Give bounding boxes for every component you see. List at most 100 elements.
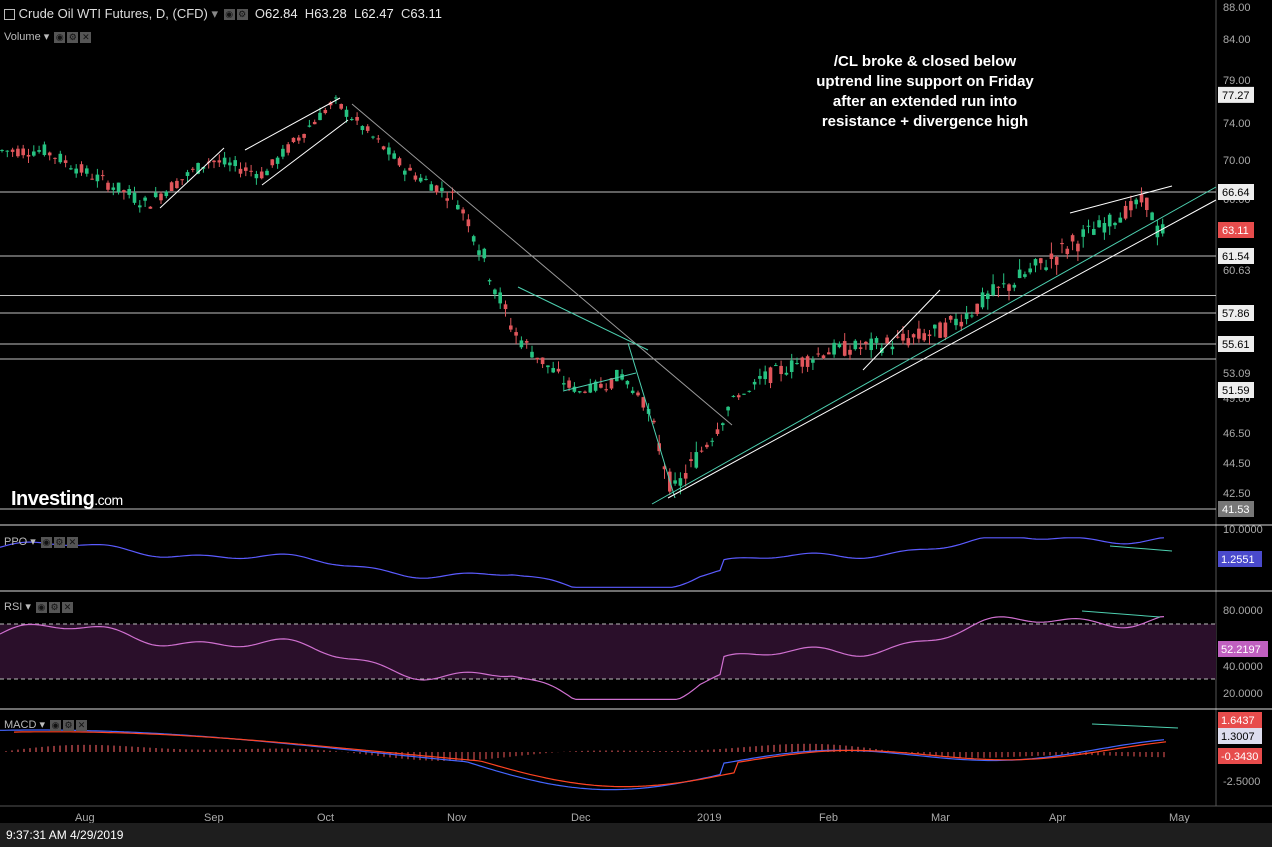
candle-body xyxy=(339,104,343,109)
eye-icon[interactable]: ◉ xyxy=(50,719,62,731)
candle-body xyxy=(344,109,349,117)
x-tick-label: Feb xyxy=(819,812,838,824)
x-tick-label: Oct xyxy=(317,812,334,824)
close-icon[interactable]: ✕ xyxy=(80,31,92,43)
candle-body xyxy=(32,151,36,156)
x-tick-label: Aug xyxy=(75,812,95,824)
gear-icon[interactable]: ⚙ xyxy=(63,719,75,731)
gear-icon[interactable]: ⚙ xyxy=(67,31,79,43)
trend-line xyxy=(261,119,349,186)
volume-label: Volume xyxy=(4,31,41,43)
candle-body xyxy=(789,360,794,372)
candle-body xyxy=(180,179,184,181)
candle-body xyxy=(747,390,752,392)
candle-body xyxy=(90,178,94,180)
annotation-line: after an extended run into xyxy=(832,93,1018,110)
ppo-tick: 10.0000 xyxy=(1223,524,1263,536)
candle-body xyxy=(217,160,222,163)
ppo-label: PPO xyxy=(4,536,28,548)
candle-body xyxy=(424,178,428,180)
candle-body xyxy=(302,133,306,138)
candle-body xyxy=(694,452,699,468)
candle-body xyxy=(731,395,736,397)
low-prefix: L xyxy=(353,6,362,21)
price-flag-label: 55.61 xyxy=(1222,339,1250,351)
symbol-title[interactable]: Crude Oil WTI Futures, D, (CFD) xyxy=(18,6,208,21)
trend-line xyxy=(351,103,733,426)
candle-body xyxy=(811,359,815,363)
candle-body xyxy=(418,177,423,182)
candle-body xyxy=(360,126,365,131)
eye-icon[interactable]: ◉ xyxy=(54,31,66,43)
eye-icon[interactable]: ◉ xyxy=(35,601,47,613)
gear-icon[interactable]: ⚙ xyxy=(53,536,65,548)
gear-icon[interactable]: ⚙ xyxy=(236,9,248,21)
collapse-icon[interactable] xyxy=(4,9,15,21)
candle-body xyxy=(5,150,10,152)
ppo-legend[interactable]: PPO ▾ ◉ ⚙ ✕ xyxy=(4,536,78,548)
divergence-line xyxy=(1091,723,1179,729)
candle-body xyxy=(318,112,322,121)
candle-body xyxy=(1150,212,1154,221)
candle-body xyxy=(800,357,805,367)
candle-body xyxy=(975,303,979,314)
close-icon[interactable]: ✕ xyxy=(61,601,73,613)
candle-body xyxy=(641,397,646,408)
candle-body xyxy=(752,381,757,385)
macd-tick: -2.5000 xyxy=(1223,776,1260,788)
candle-body xyxy=(736,395,741,398)
logo-main: Investing xyxy=(11,488,95,510)
candle-body xyxy=(1123,205,1128,219)
candle-body xyxy=(434,185,439,193)
candle-body xyxy=(397,158,402,166)
candle-body xyxy=(864,341,868,344)
candle-body xyxy=(615,369,619,382)
candle-body xyxy=(970,315,974,317)
candle-body xyxy=(185,172,190,176)
close-icon[interactable]: ✕ xyxy=(76,719,88,731)
price-flag-label: 77.27 xyxy=(1222,90,1250,102)
candle-body xyxy=(938,322,942,338)
candle-body xyxy=(837,343,842,348)
candle-body xyxy=(551,368,555,373)
rsi-legend[interactable]: RSI ▾ ◉ ⚙ ✕ xyxy=(4,601,73,613)
divergence-line xyxy=(1081,610,1161,618)
candle-body xyxy=(832,342,836,355)
volume-legend[interactable]: Volume ▾ ◉ ⚙ ✕ xyxy=(4,31,92,43)
candle-body xyxy=(821,355,826,359)
eye-icon[interactable]: ◉ xyxy=(40,536,52,548)
chevron-down-icon[interactable]: ▾ xyxy=(211,6,219,21)
trend-line xyxy=(862,289,941,371)
candle-body xyxy=(917,328,921,339)
candle-body xyxy=(456,204,460,210)
price-flag-label: 63.11 xyxy=(1222,225,1249,237)
price-flag xyxy=(1218,382,1254,398)
gear-icon[interactable]: ⚙ xyxy=(48,601,60,613)
candle-body xyxy=(175,180,179,189)
candle-body xyxy=(933,324,937,329)
candle-body xyxy=(1039,258,1043,264)
macd-value: 1.3007 xyxy=(1221,731,1255,743)
candle-body xyxy=(191,168,195,170)
candle-body xyxy=(1081,229,1085,237)
x-tick-label: 2019 xyxy=(697,812,721,824)
candle-body xyxy=(625,380,630,385)
candle-body xyxy=(1113,222,1117,226)
candle-body xyxy=(768,367,773,384)
candle-body xyxy=(530,351,534,358)
candle-body xyxy=(10,149,15,152)
candle-body xyxy=(827,352,831,355)
candle-body xyxy=(583,391,587,393)
macd-legend[interactable]: MACD ▾ ◉ ⚙ ✕ xyxy=(4,719,88,731)
macd-flag xyxy=(1218,712,1262,728)
candle-body xyxy=(662,466,667,470)
y-tick-label: 88.00 xyxy=(1223,2,1251,14)
y-tick-label: 44.50 xyxy=(1223,458,1251,470)
candle-body xyxy=(74,168,78,174)
macd-flag xyxy=(1218,748,1262,764)
close-icon[interactable]: ✕ xyxy=(66,536,78,548)
eye-icon[interactable]: ◉ xyxy=(223,9,235,21)
ppo-line xyxy=(0,537,1165,588)
candle-body xyxy=(604,389,608,391)
